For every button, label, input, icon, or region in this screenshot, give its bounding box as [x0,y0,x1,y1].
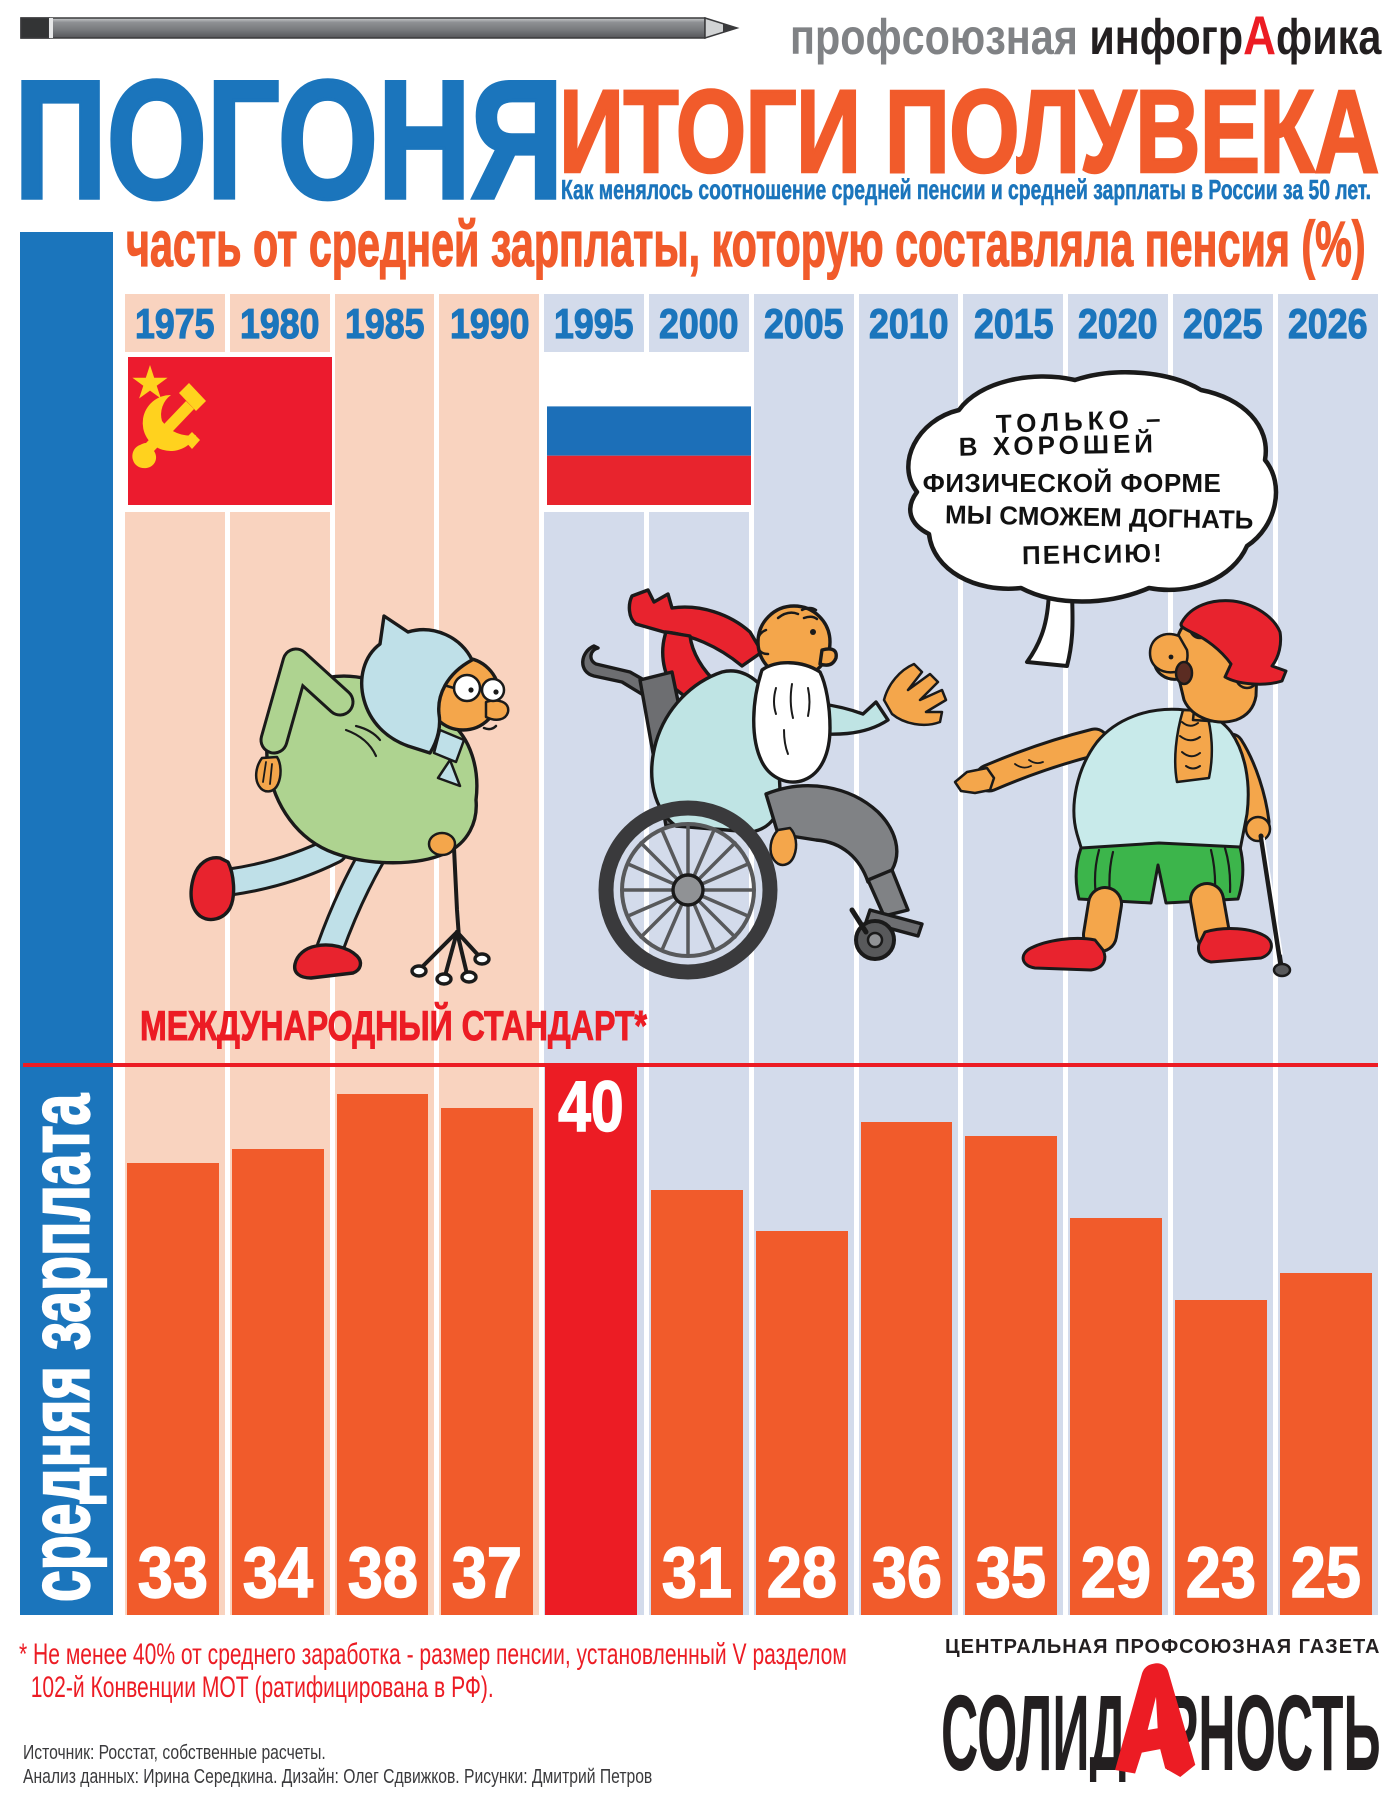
svg-text:ПЕНСИЮ!: ПЕНСИЮ! [1022,538,1164,570]
svg-text:ФИЗИЧЕСКОЙ ФОРМЕ: ФИЗИЧЕСКОЙ ФОРМЕ [923,468,1222,498]
svg-text:МЫ СМОЖЕМ ДОГНАТЬ: МЫ СМОЖЕМ ДОГНАТЬ [945,499,1254,534]
svg-text:В ХОРОШЕЙ: В ХОРОШЕЙ [958,428,1157,461]
svg-text:ТОЛЬКО –: ТОЛЬКО – [995,403,1165,439]
